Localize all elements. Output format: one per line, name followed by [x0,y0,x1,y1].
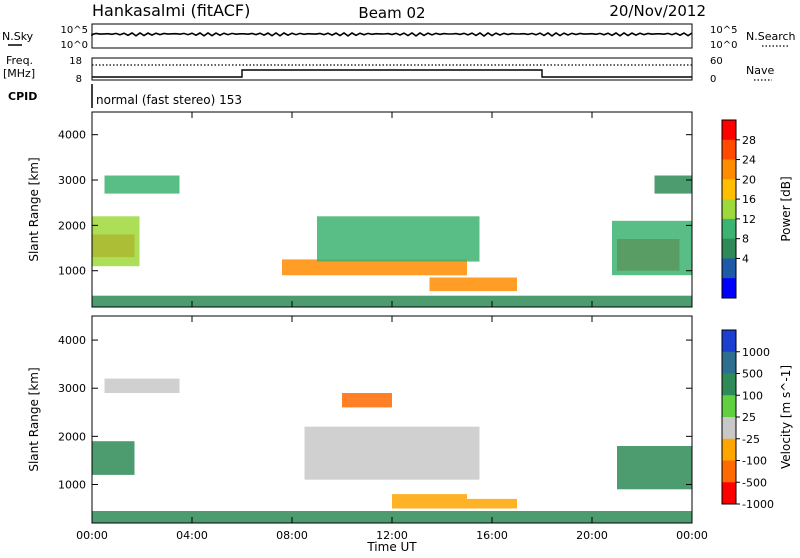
velocity-region-0 [92,441,135,475]
freq-label-1: Freq. [6,54,33,67]
xtick-label: 04:00 [176,529,208,542]
velocity-y-axis-label: Slant Range [km] [27,367,41,471]
power-colorbar-label: 28 [742,134,756,147]
freq-tick-high: 18 [69,56,82,67]
power-colorbar-band [722,159,736,180]
power-colorbar-label: 16 [742,193,756,206]
power-colorbar-band [722,179,736,200]
power-panel: 4000 3000 2000 1000 Slant Range [km] 28 24 20 16… [27,111,793,308]
power-colorbar-label: 12 [742,213,756,226]
velocity-region-3 [467,498,517,509]
velocity-ytick-label: 3000 [58,382,86,395]
nave-tick-low: 0 [710,74,716,85]
velocity-ytick-label: 2000 [58,430,86,443]
power-colorbar-label: 8 [742,233,749,246]
power-colorbar-label: 24 [742,154,756,167]
power-colorbar-band [722,218,736,239]
freq-label-2: [MHz] [3,67,35,80]
nsearch-label: N.Search [746,30,796,43]
velocity-ytick-label: 1000 [58,478,86,491]
date-title: 20/Nov/2012 [609,2,706,20]
velocity-colorbar-label: -25 [742,433,760,446]
x-axis-label: Time UT [366,540,417,554]
freq-tick-low: 8 [76,74,82,85]
power-colorbar-band [722,238,736,259]
nsky-label: N.Sky [2,30,34,43]
power-colorbar-title: Power [dB] [779,176,793,241]
power-colorbar-band [722,120,736,141]
xtick-label: 20:00 [576,529,608,542]
power-y-axis-label: Slant Range [km] [27,157,41,261]
nsky-tick-high: 10^5 [61,25,88,36]
power-region-8 [104,175,180,194]
nsky-panel [91,23,693,49]
power-ytick-label: 4000 [58,129,86,142]
xtick-label: 08:00 [276,529,308,542]
cpid-label: CPID [8,90,37,103]
power-colorbar-band [722,139,736,160]
velocity-region-2 [392,494,467,509]
xtick-label: 12:00 [376,529,408,542]
nsearch-tick-high: 10^5 [710,25,737,36]
velocity-colorbar-band [722,395,736,418]
velocity-region-6 [342,393,392,408]
velocity-ytick-label: 4000 [58,334,86,347]
nave-label: Nave [746,64,774,77]
velocity-colorbar-band [722,330,736,353]
nave-tick-high: 60 [710,56,723,67]
velocity-colorbar-band [722,351,736,374]
power-ytick-label: 1000 [58,265,86,278]
xtick-label: 16:00 [476,529,508,542]
velocity-region-1 [304,426,480,480]
velocity-colorbar-label: -100 [742,455,767,468]
power-region-9 [654,175,692,194]
velocity-colorbar-label: 25 [742,411,756,424]
nsky-tick-low: 10^0 [61,40,88,51]
power-region-4 [429,277,517,292]
velocity-colorbar-label: 100 [742,389,763,402]
station-title: Hankasalmi (fitACF) [92,1,250,20]
nsearch-tick-low: 10^0 [710,40,737,51]
cpid-text: normal (fast stereo) 153 [96,93,242,107]
power-colorbar-band [722,199,736,220]
velocity-colorbar-band [722,417,736,440]
power-ytick-label: 2000 [58,219,86,232]
velocity-colorbar-label: -1000 [742,498,774,511]
velocity-colorbar-band [722,460,736,483]
power-region-6 [612,220,692,276]
power-colorbar-band [722,278,736,299]
power-ytick-label: 3000 [58,174,86,187]
power-colorbar-label: 4 [742,252,749,265]
freq-panel [91,57,693,81]
freq-trace [92,69,692,78]
xtick-label: 00:00 [76,529,108,542]
velocity-region-5 [104,378,180,393]
velocity-colorbar-title: Velocity [m s^-1] [779,365,793,469]
beam-title: Beam 02 [358,4,425,22]
velocity-colorbar-label: 1000 [742,346,770,359]
velocity-panel: 4000 3000 2000 1000 Slant Range [km] 00:00 04:… [27,315,793,542]
velocity-region-4 [617,446,692,490]
xtick-label: 00:00 [676,529,708,542]
power-region-3 [317,216,480,262]
velocity-colorbar-label: -500 [742,476,767,489]
velocity-colorbar-band [722,373,736,396]
velocity-colorbar-band [722,438,736,461]
power-colorbar-band [722,258,736,279]
power-frame [91,111,693,308]
nsky-trace [91,32,693,37]
velocity-colorbar-band [722,482,736,505]
power-region-1 [92,216,140,267]
power-colorbar-label: 20 [742,173,756,186]
velocity-colorbar-label: 500 [742,368,763,381]
power-colorbar-frame [721,119,737,299]
velocity-frame [91,315,693,524]
power-region-2 [282,259,467,276]
